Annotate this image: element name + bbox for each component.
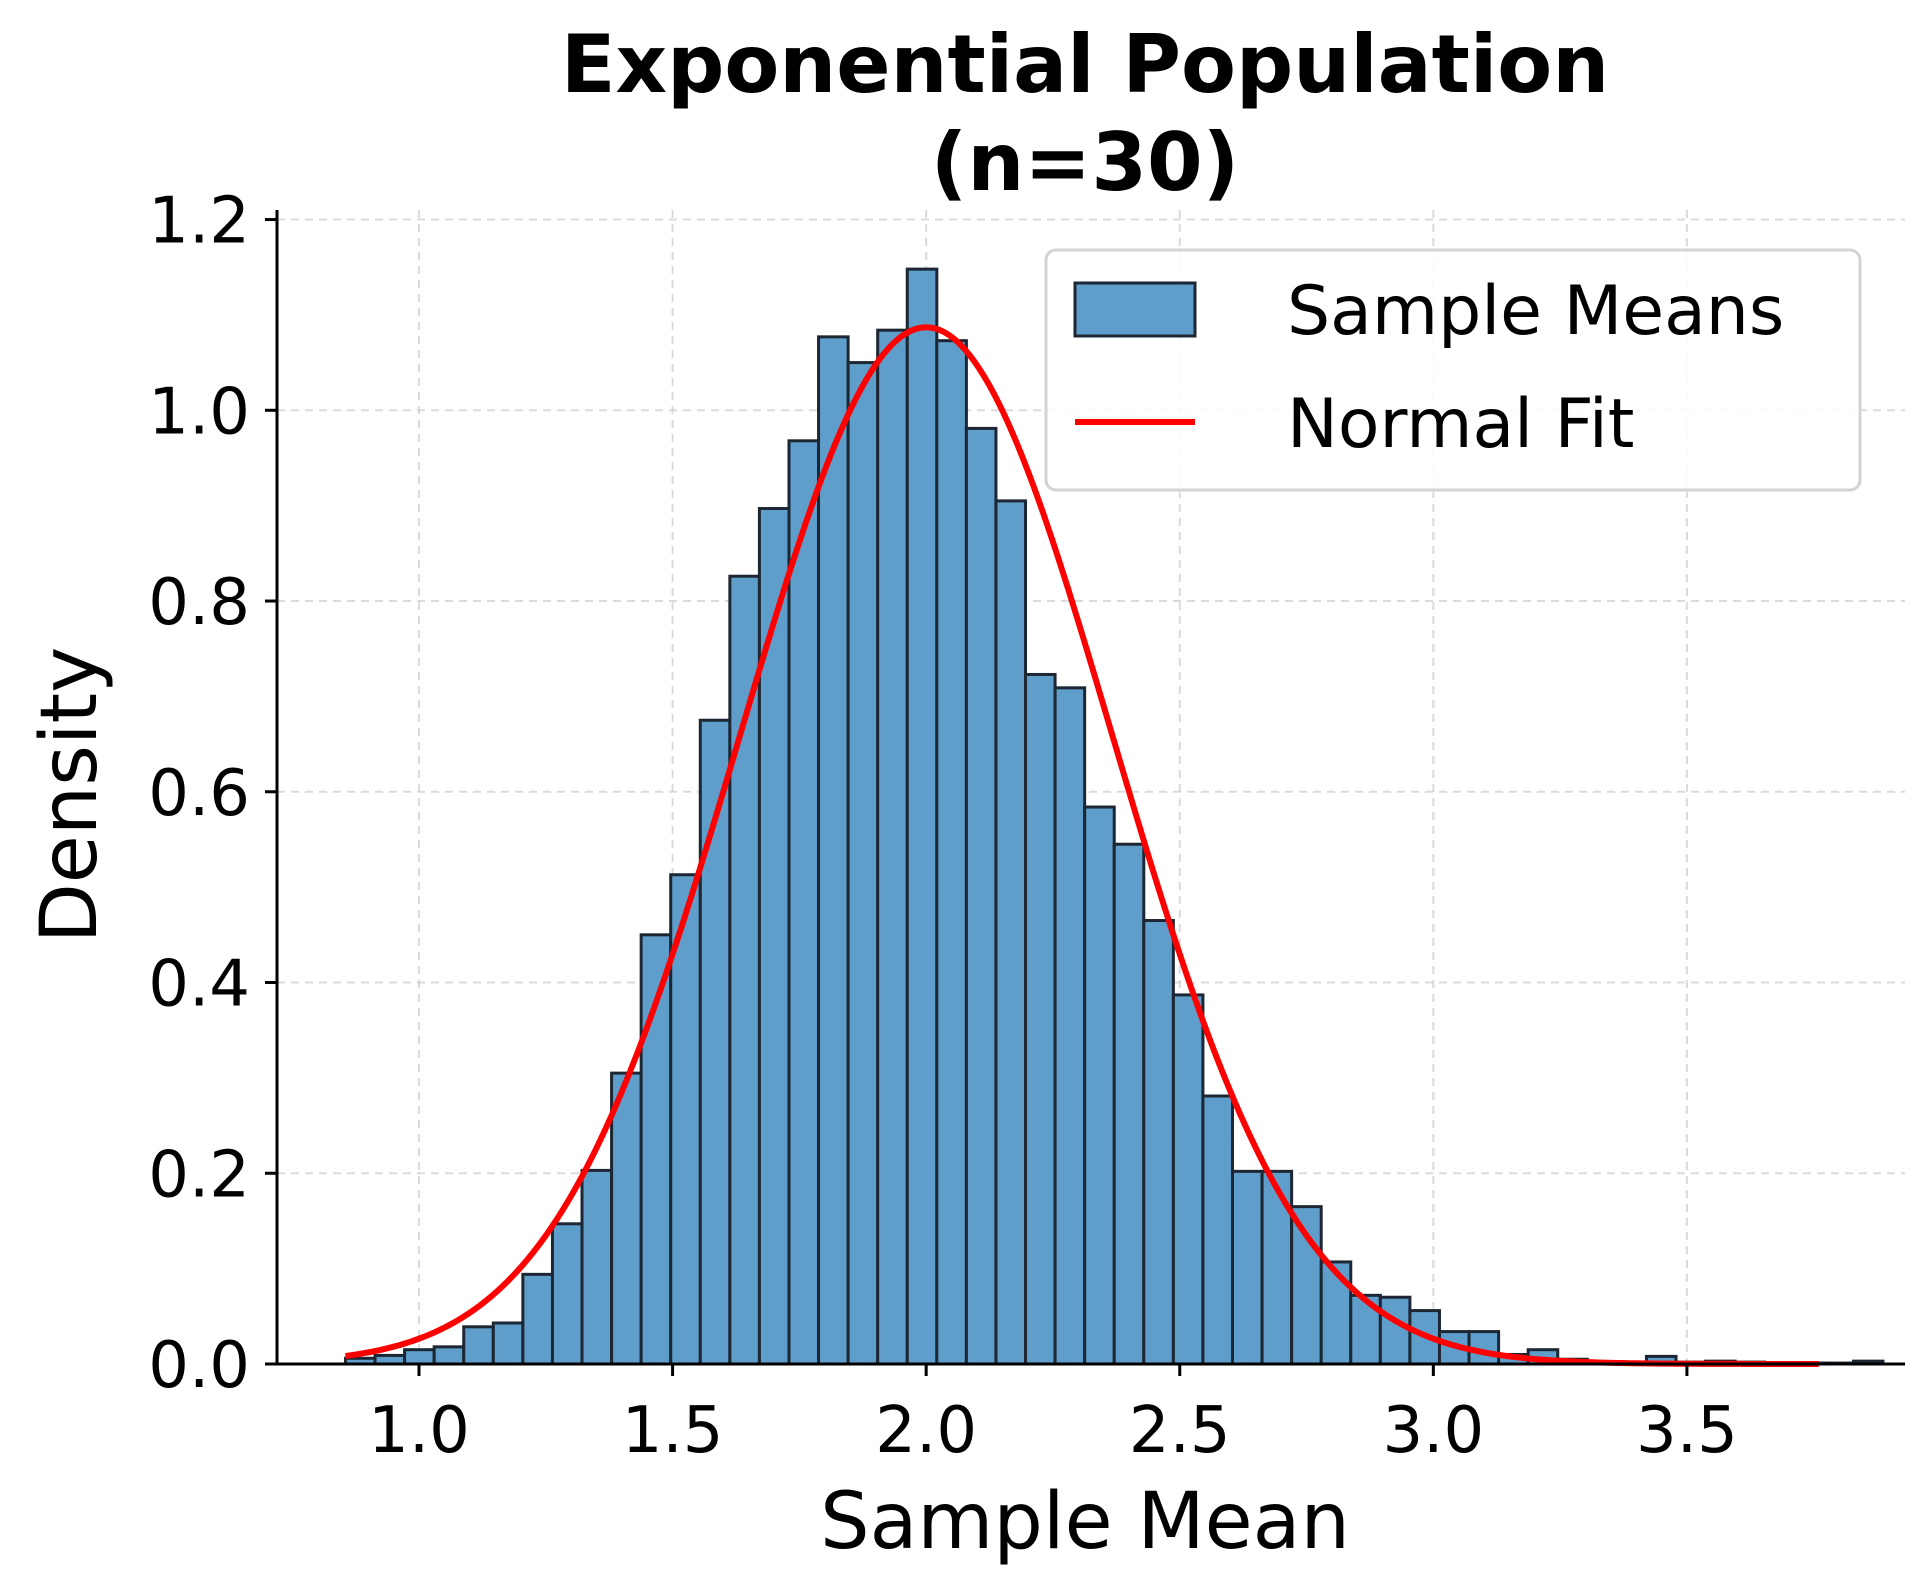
histogram-bar [1171,993,1205,1366]
x-tick-label: 2.0 [875,1394,977,1468]
normal-fit-curve [345,324,1819,1367]
x-tick-label: 2.5 [1129,1394,1231,1468]
legend-label-sample-means: Sample Means [1287,272,1784,351]
chart-title-line-1: Exponential Population [561,18,1609,111]
histogram-bar [728,574,761,1366]
x-tick-label: 3.5 [1636,1394,1738,1468]
histogram-bar [432,1345,466,1366]
histogram-bar [462,1325,495,1366]
histogram-bar [817,335,850,1366]
histogram-bar [994,499,1028,1366]
y-tick-label: 0.8 [148,566,250,640]
histogram-bar [935,339,968,1366]
histogram-bars [343,267,1885,1366]
histogram-bar [550,1222,584,1366]
y-tick-label: 1.2 [148,185,250,259]
histogram-bar [846,361,880,1366]
histogram-bar [787,439,821,1366]
axes [275,210,1905,1366]
legend: Sample Means Normal Fit [1044,248,1862,492]
histogram-bar [521,1272,554,1366]
histogram-bar [1112,842,1146,1366]
normal-fit-curve-group [345,324,1819,1367]
histogram-bar [1201,1094,1234,1366]
histogram-bar [403,1348,436,1366]
legend-swatch-sample-means [1073,281,1197,338]
y-tick-label: 0.6 [148,757,250,831]
x-tick-label: 3.0 [1382,1394,1484,1468]
histogram-bar [1378,1295,1412,1366]
histogram-bar [610,1071,643,1366]
histogram-bar [876,328,909,1366]
y-tick-label: 0.2 [148,1138,250,1212]
y-tick-label: 0.4 [148,948,250,1022]
histogram-bar [905,267,939,1366]
legend-box [1044,248,1862,492]
histogram-bar [491,1321,525,1366]
y-tick-label: 0.0 [148,1329,250,1403]
chart-title-line-2: (n=30) [931,116,1239,209]
histogram-bar [1053,686,1087,1366]
histogram-bar [757,507,791,1366]
x-tick-label: 1.5 [622,1394,724,1468]
tick-marks: 1.0 1.5 2.0 2.5 3.0 3.5 0.0 0.2 0.4 0.6 0.8 1.0 1.2 [148,185,1738,1468]
y-tick-label: 1.0 [148,375,250,449]
x-tick-label: 1.0 [368,1394,470,1468]
histogram-bar [1024,672,1057,1366]
histogram-bar [1083,805,1116,1366]
histogram-bar [580,1168,614,1366]
histogram-bar [964,426,998,1366]
histogram-bar [1230,1169,1264,1366]
histogram-bar [1142,919,1175,1366]
legend-label-normal-fit: Normal Fit [1287,385,1634,464]
x-axis-label: Sample Mean [820,1477,1350,1567]
y-axis-label: Density [25,647,115,944]
histogram-bar [1319,1260,1353,1366]
